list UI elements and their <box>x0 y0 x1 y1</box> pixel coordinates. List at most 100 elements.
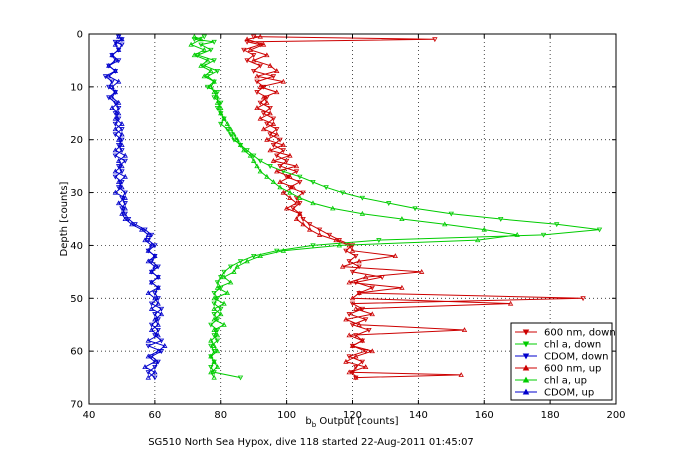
data-point <box>277 179 283 184</box>
data-point <box>145 258 151 264</box>
data-point <box>227 126 234 132</box>
data-point <box>152 316 158 322</box>
series-line <box>245 36 511 379</box>
data-point <box>251 57 257 63</box>
data-point <box>336 238 343 243</box>
data-point <box>115 116 122 122</box>
series-line <box>104 36 163 378</box>
data-point <box>208 369 214 375</box>
y-axis-label: Depth [counts] <box>59 181 70 256</box>
data-point <box>115 99 122 105</box>
data-point <box>274 68 280 73</box>
data-point <box>112 174 119 180</box>
data-point <box>310 243 316 249</box>
data-point <box>115 164 122 169</box>
data-point <box>119 127 125 132</box>
data-point <box>119 206 125 212</box>
data-point <box>267 132 273 138</box>
data-point <box>211 291 217 296</box>
data-point <box>514 232 520 237</box>
data-point <box>158 306 165 312</box>
data-point <box>274 127 280 132</box>
data-point <box>132 222 138 228</box>
x-axis-label-subscript: b <box>312 421 317 429</box>
x-axis-label-rest: Output [counts] <box>316 416 398 427</box>
data-point <box>257 158 263 164</box>
data-point <box>346 369 352 375</box>
data-point <box>211 370 217 376</box>
data-point <box>218 275 224 280</box>
data-point <box>208 337 214 343</box>
data-point <box>142 227 148 233</box>
data-point <box>218 100 224 106</box>
data-point <box>343 316 349 322</box>
data-point <box>274 131 280 137</box>
data-point <box>145 337 151 343</box>
data-point <box>208 365 214 370</box>
data-point <box>346 279 352 285</box>
data-point <box>211 333 217 339</box>
data-point <box>280 78 287 84</box>
data-point <box>274 153 280 159</box>
data-point <box>247 152 254 158</box>
data-point <box>554 222 560 228</box>
data-point <box>221 115 227 121</box>
data-point <box>152 358 158 364</box>
data-point <box>270 143 277 148</box>
data-point <box>201 73 207 79</box>
data-point <box>392 253 398 258</box>
data-point <box>106 95 112 101</box>
data-point <box>280 189 287 195</box>
data-point <box>211 89 217 95</box>
x-tick-label: 200 <box>606 410 625 421</box>
data-point <box>112 41 119 47</box>
data-point <box>119 36 125 42</box>
data-point <box>442 221 448 227</box>
data-point <box>221 300 227 306</box>
data-point <box>122 195 128 200</box>
data-point <box>287 152 293 158</box>
series-group <box>241 34 586 381</box>
data-point <box>115 200 122 206</box>
data-point <box>293 163 300 169</box>
data-point <box>106 73 112 79</box>
data-point <box>142 237 148 243</box>
data-point <box>198 62 204 68</box>
data-point <box>115 185 122 191</box>
data-point <box>152 312 158 317</box>
series-group <box>244 33 514 380</box>
data-point <box>326 232 333 238</box>
data-point <box>221 321 227 327</box>
data-point <box>214 332 221 338</box>
data-point <box>148 269 155 274</box>
series-line <box>194 36 600 379</box>
data-point <box>244 258 250 264</box>
data-point <box>356 264 362 270</box>
data-point <box>297 195 303 200</box>
data-point <box>244 39 250 45</box>
data-point <box>293 169 300 175</box>
data-point <box>264 99 270 105</box>
data-point <box>218 311 224 317</box>
data-point <box>300 190 306 196</box>
y-tick-label: 70 <box>70 400 83 411</box>
data-point <box>290 206 296 212</box>
data-point <box>251 158 257 163</box>
data-point <box>343 358 349 364</box>
data-point <box>346 332 352 338</box>
data-point <box>353 353 359 359</box>
data-point <box>234 136 240 142</box>
series-group <box>106 33 168 380</box>
data-point <box>122 205 128 211</box>
data-point <box>119 180 125 185</box>
data-point <box>277 137 283 143</box>
data-point <box>353 365 359 370</box>
legend-label: chl a, up <box>544 376 587 387</box>
data-point <box>208 47 214 53</box>
data-point <box>251 34 257 40</box>
y-tick-label: 60 <box>70 347 83 358</box>
y-tick-label: 10 <box>70 82 83 93</box>
data-point <box>112 189 119 195</box>
